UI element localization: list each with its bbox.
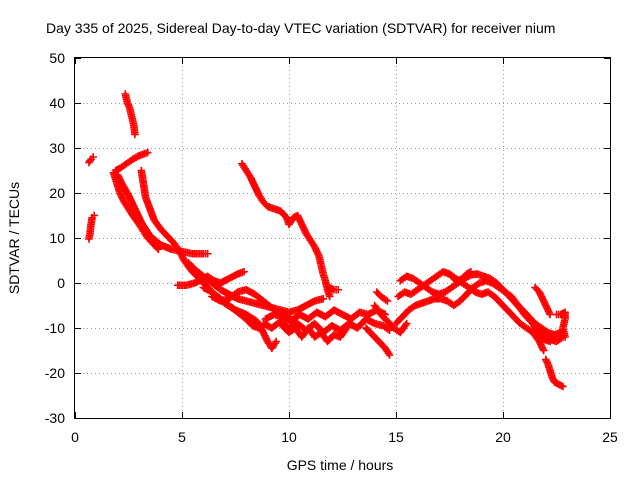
series-track-r: [372, 288, 392, 305]
data-point: [385, 326, 394, 335]
series-track-aa: [542, 355, 567, 391]
series-track-c: [121, 90, 139, 139]
data-point: [385, 351, 394, 359]
data-point: [319, 294, 328, 303]
plot-frame: [74, 57, 611, 419]
series-track-p: [362, 324, 394, 359]
chart-title: Day 335 of 2025, Sidereal Day-to-day VTE…: [46, 20, 555, 36]
data-point: [402, 319, 411, 328]
data-point: [342, 324, 351, 332]
axis-ticks: 0 5 10 15 20 25 -30 -20 -10 0 10 20 30 40 50: [45, 50, 618, 445]
series-track-a: [85, 153, 97, 167]
data-point: [539, 346, 548, 355]
gridlines: [75, 58, 610, 418]
y-tick-label: 20: [49, 185, 65, 201]
y-tick-label: 0: [57, 275, 65, 291]
y-tick-label: -10: [45, 320, 65, 336]
data-point: [90, 211, 99, 220]
data-point: [143, 148, 152, 157]
series-track-q: [370, 301, 411, 337]
x-tick-label: 10: [281, 429, 297, 445]
data-point: [240, 267, 248, 276]
series-track-f: [114, 171, 212, 258]
series-track-z: [552, 308, 569, 341]
x-tick-label: 0: [71, 429, 79, 445]
series-track-y: [509, 297, 559, 346]
x-axis-label: GPS time / hours: [287, 457, 394, 473]
data-point: [272, 337, 280, 346]
data-point: [550, 330, 559, 339]
data-point: [383, 297, 392, 305]
x-tick-label: 25: [602, 429, 618, 445]
series-track-o: [276, 319, 351, 346]
series-track-x: [531, 283, 554, 319]
x-tick-label: 5: [178, 429, 186, 445]
data-point: [203, 249, 212, 258]
data-point: [131, 130, 139, 139]
data-point: [325, 292, 334, 301]
data-point: [154, 245, 163, 254]
series-track-n: [261, 306, 390, 326]
data-point: [546, 310, 554, 319]
y-tick-label: 30: [49, 140, 65, 156]
data-point: [255, 324, 263, 332]
data-point: [467, 267, 475, 276]
series-track-s: [325, 283, 343, 294]
y-tick-label: 40: [49, 95, 65, 111]
x-tick-label: 15: [388, 429, 404, 445]
x-tick-label: 20: [495, 429, 511, 445]
data-marks: [85, 90, 569, 391]
y-axis-label: SDTVAR / TECUs: [6, 182, 22, 294]
series-track-w: [445, 267, 475, 285]
series-track-i: [173, 267, 248, 290]
series-track-l: [238, 159, 334, 301]
data-point: [561, 333, 569, 341]
y-tick-label: 50: [49, 50, 65, 66]
y-tick-label: -20: [45, 365, 65, 381]
y-tick-label: -30: [45, 410, 65, 426]
data-point: [89, 153, 97, 161]
data-point: [334, 285, 343, 294]
y-tick-label: 10: [49, 230, 65, 246]
data-point: [559, 382, 567, 391]
series-track-b: [85, 211, 99, 243]
